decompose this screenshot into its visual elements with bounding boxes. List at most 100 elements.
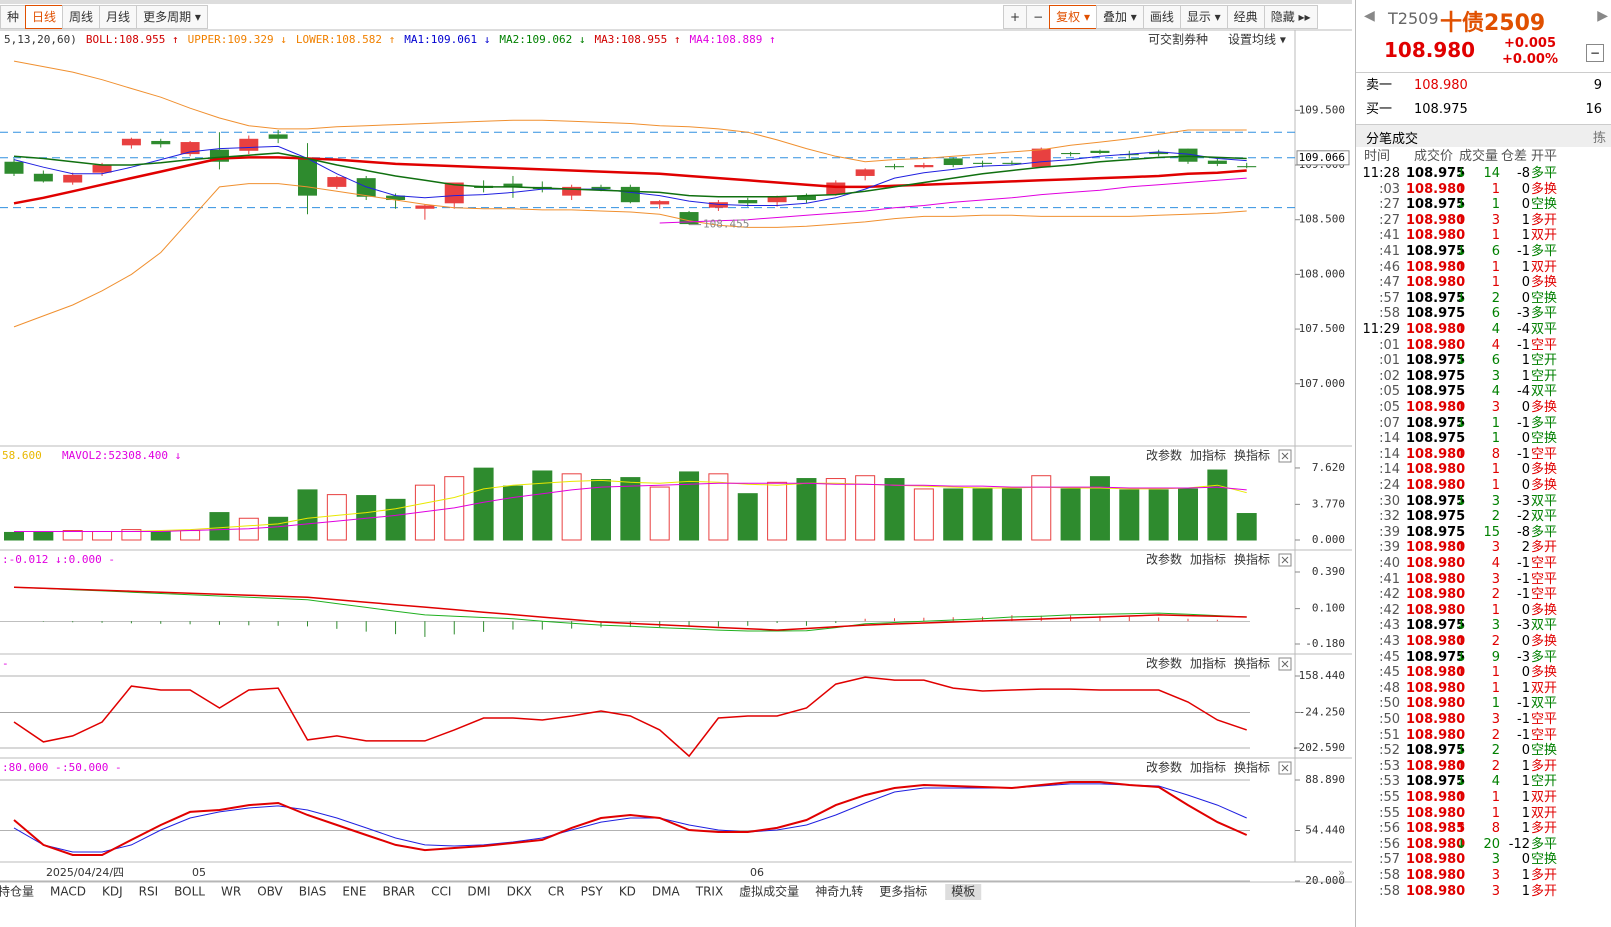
tool-button[interactable]: 画线 xyxy=(1142,5,1181,29)
indicator-tab[interactable]: 模板 xyxy=(951,885,975,899)
arrow-left[interactable]: ◀ xyxy=(1364,8,1375,24)
indicator-tab[interactable]: KDJ xyxy=(102,885,123,899)
indicator-tab[interactable]: TRIX xyxy=(695,885,723,899)
panel-close-x xyxy=(1281,660,1289,668)
volume-bar xyxy=(972,488,993,541)
arrow-right[interactable]: ▶ xyxy=(1597,8,1608,24)
indicator-tab[interactable]: MACD xyxy=(50,885,86,899)
indicator-tab[interactable]: PSY xyxy=(581,885,604,899)
panel-button[interactable]: 加指标 xyxy=(1190,448,1226,463)
indicator-tab[interactable]: 更多指标 xyxy=(879,884,927,899)
tick-volume: 3 xyxy=(1491,883,1500,899)
tick-price: 108.980 xyxy=(1406,852,1466,868)
y-tick-label: -0.180 xyxy=(1305,637,1345,650)
minimize[interactable]: − xyxy=(1586,44,1604,62)
period-button[interactable]: 周线 xyxy=(62,5,101,29)
candle-body xyxy=(973,162,993,164)
tick-row: :45 108.980 ↑ 1 0 多换 xyxy=(1356,665,1611,681)
panel-button[interactable]: 加指标 xyxy=(1190,656,1226,671)
indicator-line xyxy=(13,676,1247,758)
tick-time: :56 xyxy=(1379,836,1400,852)
candle-body xyxy=(503,183,523,187)
panel-button[interactable]: 改参数 xyxy=(1146,760,1182,775)
indicator-tab[interactable]: 神奇九转 xyxy=(815,884,863,899)
candle-body xyxy=(1237,166,1257,168)
tick-time: :57 xyxy=(1379,290,1400,306)
chart: 5,13,20,60) BOLL:108.955 ↑ UPPER:109.329 ↓… xyxy=(0,0,1352,900)
indicator-tab[interactable]: 持仓量 xyxy=(0,884,34,899)
tool-button[interactable]: 复权 ▾ xyxy=(1049,5,1097,29)
tick-time: :55 xyxy=(1379,805,1400,821)
tick-price: 108.975 xyxy=(1406,509,1466,525)
tick-volume: 2 xyxy=(1491,290,1500,306)
tick-row: :51 108.980 2 -1 空平 xyxy=(1356,728,1611,744)
tick-row: :41 108.980 3 -1 空平 xyxy=(1356,572,1611,588)
tick-time: :56 xyxy=(1379,821,1400,837)
indicator-tab[interactable]: KD xyxy=(619,885,636,899)
tick-time: :27 xyxy=(1379,212,1400,228)
tick-price: 108.980 xyxy=(1406,181,1466,197)
panel-button[interactable]: 换指标 xyxy=(1234,448,1270,463)
tick-time: :45 xyxy=(1379,649,1400,665)
panel-button[interactable]: 改参数 xyxy=(1146,448,1182,463)
tick-arrow: ↑ xyxy=(1456,446,1467,462)
indicator-tab[interactable]: BOLL xyxy=(174,885,205,899)
panel-button[interactable]: 加指标 xyxy=(1190,552,1226,567)
tick-row: :55 108.980 ↑ 1 1 双开 xyxy=(1356,790,1611,806)
indicator-tab[interactable]: WR xyxy=(221,885,241,899)
tick-volume: 1 xyxy=(1491,602,1500,618)
tick-volume: 2 xyxy=(1491,727,1500,743)
tick-volume: 2 xyxy=(1491,587,1500,603)
tick-oi-change: -3 xyxy=(1517,493,1530,509)
volume-bar xyxy=(737,493,758,541)
tick-volume: 3 xyxy=(1491,400,1500,415)
y-tick-label: 7.620 xyxy=(1312,461,1345,474)
tool-button[interactable]: 隐藏 ▸▸ xyxy=(1263,5,1318,29)
volume-bar xyxy=(121,529,142,541)
panel-button[interactable]: 改参数 xyxy=(1146,552,1182,567)
tool-button[interactable]: − xyxy=(1026,5,1051,29)
indicator-tab[interactable]: CR xyxy=(548,885,565,899)
quote-panel: ◀ ▶ T2509 十债2509 108.980 +0.005 +0.00% −… xyxy=(1355,0,1611,927)
panel-button[interactable]: 加指标 xyxy=(1190,760,1226,775)
tick-oi-change: 1 xyxy=(1521,368,1530,384)
tick-oi-change: -1 xyxy=(1517,337,1530,353)
panel-button[interactable]: 换指标 xyxy=(1234,656,1270,671)
indicator-tab[interactable]: BRAR xyxy=(382,885,415,899)
candle-body xyxy=(356,178,376,197)
tick-time: :24 xyxy=(1379,478,1400,493)
indicator-tab[interactable]: BIAS xyxy=(299,885,327,899)
period-button[interactable]: 种 xyxy=(0,5,27,29)
indicator-tab[interactable]: DMA xyxy=(652,885,681,899)
tick-row: :05 108.975 4 -4 双平 xyxy=(1356,384,1611,400)
panel-button[interactable]: 换指标 xyxy=(1234,552,1270,567)
volume-bar xyxy=(913,488,934,541)
indicator-tab[interactable]: OBV xyxy=(257,885,283,899)
panel-button[interactable]: 改参数 xyxy=(1146,656,1182,671)
tick-volume: 20 xyxy=(1483,836,1500,852)
candle-body xyxy=(63,174,83,183)
indicator-tab[interactable]: DKX xyxy=(507,885,532,899)
tick-type: 多换 xyxy=(1531,602,1558,618)
tool-button[interactable]: 经典 xyxy=(1226,5,1265,29)
indicator-tab[interactable]: 虚拟成交量 xyxy=(739,884,799,899)
panel-button[interactable]: 换指标 xyxy=(1234,760,1270,775)
period-button[interactable]: 日线 xyxy=(25,5,64,29)
tick-type: 空平 xyxy=(1531,337,1558,353)
tool-button[interactable]: 显示 ▾ xyxy=(1179,5,1228,29)
period-toolbar: 种日线 周线 月线 更多周期 ▾ xyxy=(0,5,208,29)
tool-button[interactable]: 叠加 ▾ xyxy=(1095,5,1144,29)
tick-type: 多平 xyxy=(1531,306,1558,322)
tick-type: 多平 xyxy=(1531,649,1558,665)
legend-item: MA2:109.062 ↓ xyxy=(499,33,585,46)
candle-body xyxy=(943,158,963,166)
indicator-tab[interactable]: CCI xyxy=(431,885,451,899)
tick-row: :58 108.975 6 -3 多平 xyxy=(1356,306,1611,322)
period-button[interactable]: 更多周期 ▾ xyxy=(136,5,208,29)
indicator-tab[interactable]: DMI xyxy=(467,885,490,899)
tick-row: :55 108.980 1 1 双开 xyxy=(1356,806,1611,822)
indicator-tab[interactable]: ENE xyxy=(342,885,366,899)
indicator-line xyxy=(659,177,1247,224)
indicator-tab[interactable]: RSI xyxy=(139,885,159,899)
candle-body xyxy=(1178,148,1198,162)
